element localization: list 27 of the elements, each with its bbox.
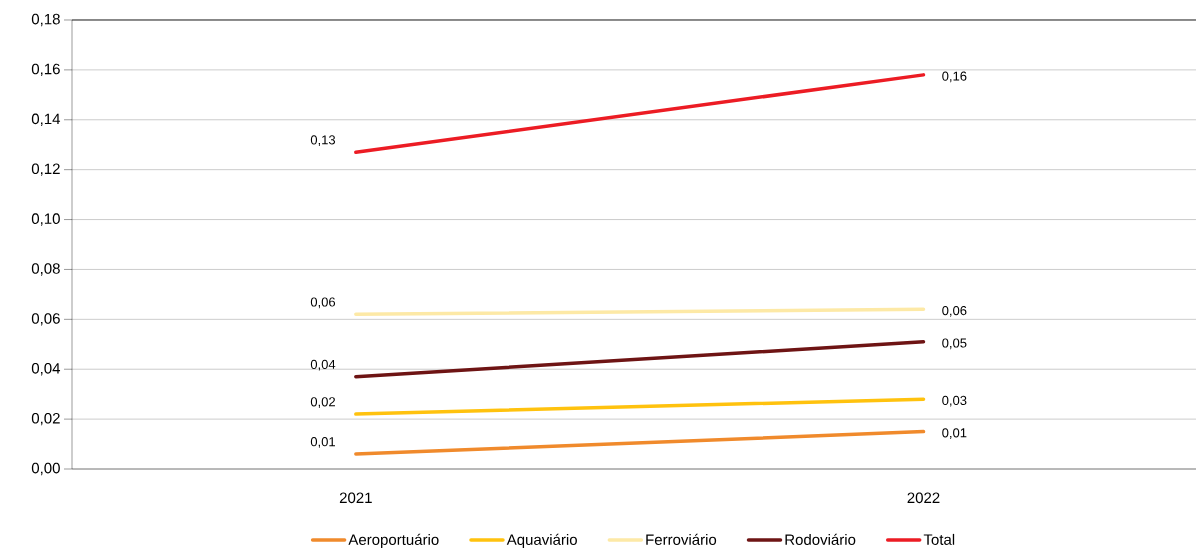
y-tick-label: 0,10 xyxy=(31,213,60,226)
y-tick-label: 0,04 xyxy=(31,363,61,376)
legend-label: Ferroviário xyxy=(646,533,717,545)
data-label: 0,01 xyxy=(310,437,335,448)
legend-label: Aeroportuário xyxy=(348,533,439,548)
y-tick-label: 0,00 xyxy=(31,462,60,476)
x-tick-label: 2021 xyxy=(339,492,372,504)
data-label: 0,16 xyxy=(942,71,967,83)
data-label: 0,01 xyxy=(942,428,967,439)
y-tick-label: 0,02 xyxy=(31,412,60,426)
data-label: 0,02 xyxy=(310,397,335,408)
data-label: 0,06 xyxy=(310,297,336,309)
y-tick-label: 0,14 xyxy=(31,113,61,126)
legend-label: Aquaviário xyxy=(506,533,577,548)
data-label: 0,06 xyxy=(942,305,967,317)
data-label: 0,04 xyxy=(310,359,336,371)
data-label: 0,03 xyxy=(942,395,967,407)
data-label: 0,13 xyxy=(310,135,336,146)
data-label: 0,05 xyxy=(942,338,967,350)
legend-label: Total xyxy=(923,533,955,545)
y-tick-label: 0,06 xyxy=(31,313,60,326)
legend-label: Rodoviário xyxy=(785,533,856,545)
y-tick-label: 0,08 xyxy=(31,263,60,276)
y-tick-label: 0,12 xyxy=(31,163,60,176)
x-tick-label: 2022 xyxy=(907,492,940,504)
y-tick-label: 0,16 xyxy=(31,63,60,77)
y-tick-label: 0,18 xyxy=(31,13,60,27)
